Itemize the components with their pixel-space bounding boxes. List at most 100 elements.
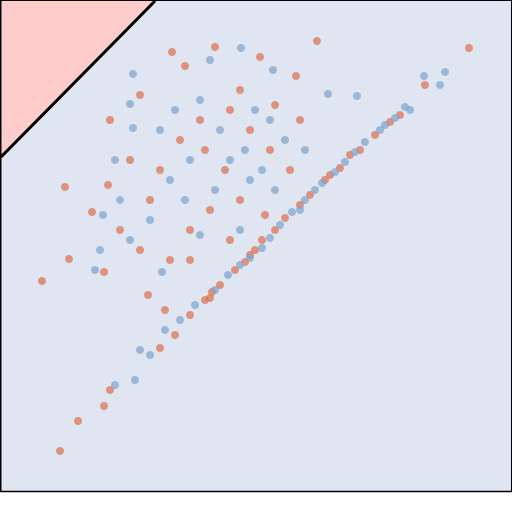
point <box>186 226 194 234</box>
point <box>361 138 369 146</box>
point <box>281 136 289 144</box>
point <box>256 53 264 61</box>
point <box>351 148 359 156</box>
point <box>106 386 114 394</box>
point <box>126 100 134 108</box>
point <box>65 255 73 263</box>
point <box>421 81 429 89</box>
point <box>96 246 104 254</box>
point <box>186 311 194 319</box>
point <box>286 166 294 174</box>
points <box>38 37 473 455</box>
point <box>251 246 259 254</box>
point <box>353 92 361 100</box>
corner-line <box>0 0 157 159</box>
point <box>292 72 300 80</box>
point <box>91 266 99 274</box>
point <box>186 256 194 264</box>
point <box>206 56 214 64</box>
point <box>111 156 119 164</box>
point <box>196 231 204 239</box>
point <box>241 146 249 154</box>
point <box>441 68 449 76</box>
point <box>88 208 96 216</box>
point <box>61 183 69 191</box>
point <box>266 146 274 154</box>
point <box>301 146 309 154</box>
point <box>224 271 232 279</box>
point <box>196 116 204 124</box>
point <box>306 191 314 199</box>
point <box>236 261 244 269</box>
point <box>136 346 144 354</box>
point <box>226 106 234 114</box>
point <box>181 196 189 204</box>
point <box>281 214 289 222</box>
point <box>146 216 154 224</box>
point <box>181 62 189 70</box>
point <box>237 44 245 52</box>
point <box>126 236 134 244</box>
point <box>266 234 274 242</box>
point <box>258 244 266 252</box>
point <box>296 206 304 214</box>
point <box>144 291 152 299</box>
point <box>331 168 339 176</box>
point <box>156 126 164 134</box>
point <box>206 206 214 214</box>
point <box>216 281 224 289</box>
point <box>206 294 214 302</box>
point <box>436 81 444 89</box>
point <box>236 226 244 234</box>
point <box>288 208 296 216</box>
point <box>226 156 234 164</box>
point <box>258 236 266 244</box>
point <box>324 90 332 98</box>
point <box>196 96 204 104</box>
point <box>74 417 82 425</box>
point <box>168 48 176 56</box>
point <box>211 186 219 194</box>
point <box>269 66 277 74</box>
point <box>211 286 219 294</box>
point <box>106 116 114 124</box>
point <box>271 101 279 109</box>
point <box>136 91 144 99</box>
point <box>371 131 379 139</box>
point <box>146 351 154 359</box>
point <box>166 256 174 264</box>
point <box>116 226 124 234</box>
point <box>216 126 224 134</box>
point <box>176 316 184 324</box>
point <box>381 121 389 129</box>
point <box>99 211 107 219</box>
point <box>201 146 209 154</box>
point <box>318 179 326 187</box>
point <box>465 44 473 52</box>
point <box>186 156 194 164</box>
point <box>38 277 46 285</box>
point <box>111 381 119 389</box>
point <box>156 344 164 352</box>
point <box>146 196 154 204</box>
point <box>420 72 428 80</box>
point <box>56 447 64 455</box>
point <box>171 331 179 339</box>
point <box>251 106 259 114</box>
point <box>231 266 239 274</box>
point <box>261 211 269 219</box>
point <box>376 126 384 134</box>
point <box>301 196 309 204</box>
point <box>276 221 284 229</box>
point <box>341 158 349 166</box>
point <box>176 136 184 144</box>
point <box>136 246 144 254</box>
point <box>236 86 244 94</box>
point <box>313 37 321 45</box>
point <box>296 116 304 124</box>
point <box>236 196 244 204</box>
point <box>226 236 234 244</box>
point <box>129 70 137 78</box>
